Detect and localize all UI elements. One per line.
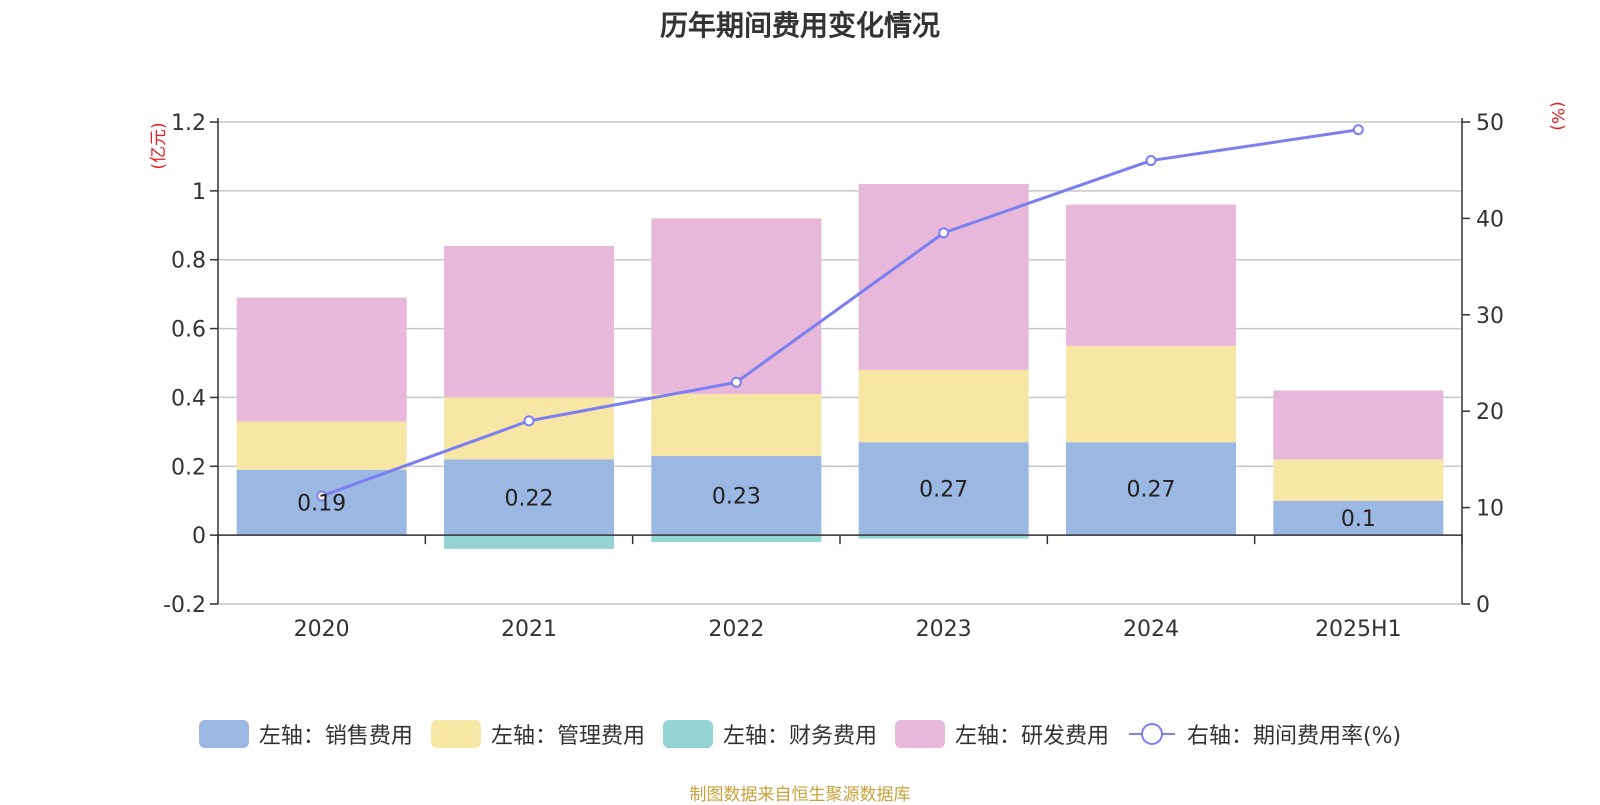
legend-line-icon <box>1128 723 1175 745</box>
right-tick-label: 50 <box>1476 111 1504 136</box>
x-tick-label: 2022 <box>708 617 764 642</box>
data-label: 0.27 <box>1127 478 1176 503</box>
left-tick-label: 0.4 <box>171 386 206 411</box>
label-layer: 0.19 0.22 0.23 0.27 0.27 0.1 <box>297 478 1376 532</box>
left-tick-label: -0.2 <box>163 593 206 618</box>
bar-segment <box>444 397 614 460</box>
rate-line <box>321 128 1359 498</box>
data-label: 0.19 <box>297 491 346 516</box>
legend-swatch <box>198 720 249 748</box>
right-tick-label: 0 <box>1476 593 1490 618</box>
left-tick-label: 0 <box>192 524 206 549</box>
left-tick-label: 1 <box>192 180 206 205</box>
axis-layer: -0.2 0 0.2 0.4 0.6 0.8 1 1.2 0 10 20 30 40 50 2020 2021… <box>149 101 1567 642</box>
x-tick-label: 2024 <box>1123 617 1179 642</box>
bar-segment <box>651 393 822 456</box>
bar-segment <box>444 459 614 536</box>
right-tick-label: 40 <box>1476 207 1504 232</box>
x-tick-label: 2021 <box>501 617 557 642</box>
legend-label: 左轴：研发费用 <box>954 724 1109 749</box>
right-axis-title: (%) <box>1547 101 1567 130</box>
chart-title: 历年期间费用变化情况 <box>659 9 940 42</box>
bar-segment <box>1066 442 1236 536</box>
line-point <box>316 490 328 502</box>
bar-segment <box>1273 390 1444 460</box>
legend-item[interactable]: 左轴：财务费用 <box>662 718 877 750</box>
legend: 左轴：销售费用 左轴：管理费用 左轴：财务费用 左轴：研发费用 右轴：期间费用率(%) <box>0 718 1600 750</box>
line-point <box>938 227 950 239</box>
x-tick-label: 2025H1 <box>1315 617 1402 642</box>
data-label: 0.23 <box>712 485 761 510</box>
bar-segment <box>1273 500 1444 536</box>
bar-segment <box>651 455 822 536</box>
legend-item[interactable]: 左轴：研发费用 <box>894 718 1109 750</box>
bar-segment <box>444 535 614 549</box>
bar-segment <box>858 369 1029 443</box>
bar-segment <box>651 218 822 394</box>
legend-label: 左轴：销售费用 <box>258 724 413 749</box>
left-tick-label: 1.2 <box>171 111 206 136</box>
source-note: 制图数据来自恒生聚源数据库 <box>689 785 911 805</box>
left-axis-title: (亿元) <box>149 122 169 169</box>
bar-segment <box>236 469 407 536</box>
legend-swatch <box>894 720 945 748</box>
right-tick-label: 20 <box>1476 400 1504 425</box>
bar-segment <box>1066 345 1236 443</box>
line-point <box>1145 155 1157 167</box>
legend-label: 左轴：财务费用 <box>722 724 877 749</box>
line-point <box>523 415 535 427</box>
legend-item[interactable]: 右轴：期间费用率(%) <box>1127 718 1401 750</box>
legend-item[interactable]: 左轴：管理费用 <box>430 718 645 750</box>
right-tick-label: 10 <box>1476 497 1504 522</box>
bar-segment <box>858 442 1029 536</box>
right-tick-label: 30 <box>1476 304 1504 329</box>
bar-segment <box>1066 204 1236 346</box>
line-layer <box>316 124 1364 502</box>
bar-segment <box>1273 459 1444 501</box>
bar-segment <box>236 421 407 470</box>
bar-layer <box>236 183 1444 549</box>
bar-segment <box>858 535 1029 539</box>
legend-label: 左轴：管理费用 <box>490 724 645 749</box>
legend-item[interactable]: 左轴：销售费用 <box>198 718 413 750</box>
left-tick-label: 0.6 <box>171 318 206 343</box>
data-label: 0.27 <box>919 478 968 503</box>
left-tick-label: 0.8 <box>171 249 206 274</box>
data-label: 0.1 <box>1341 507 1376 532</box>
left-tick-label: 0.2 <box>171 455 206 480</box>
data-label: 0.22 <box>505 486 554 511</box>
bar-segment <box>444 245 614 398</box>
x-tick-label: 2020 <box>294 617 350 642</box>
bar-segment <box>236 297 407 422</box>
line-point <box>730 376 742 388</box>
legend-label: 右轴：期间费用率(%) <box>1186 724 1402 749</box>
x-tick-label: 2023 <box>916 617 972 642</box>
line-point <box>1352 124 1364 136</box>
legend-swatch <box>430 720 481 748</box>
bar-segment <box>858 183 1029 370</box>
legend-swatch <box>662 720 713 748</box>
bar-segment <box>651 535 822 543</box>
